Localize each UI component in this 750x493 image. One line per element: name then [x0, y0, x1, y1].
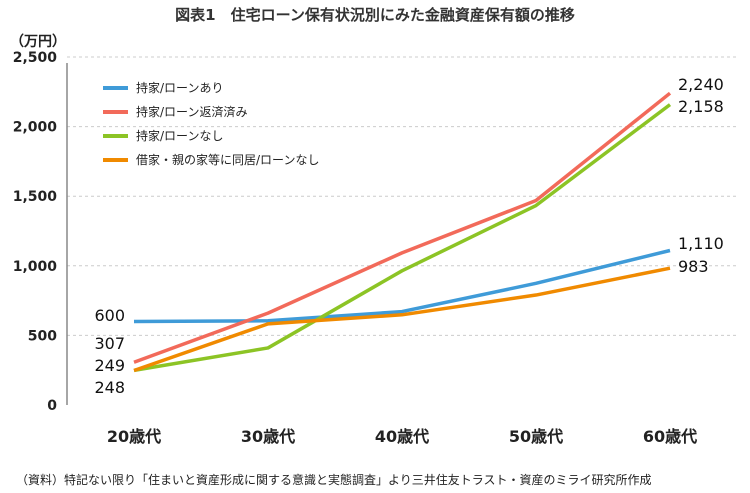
legend-label: 借家・親の家等に同居/ローンなし [136, 152, 319, 167]
data-label: 2,158 [678, 97, 724, 116]
data-label: 983 [678, 257, 709, 276]
x-tick-label: 40歳代 [375, 427, 429, 446]
y-tick-label: 1,500 [13, 189, 58, 205]
y-tick-label: 1,000 [13, 259, 58, 275]
y-axis-label: （万円） [10, 34, 66, 50]
data-label: 248 [94, 378, 125, 397]
legend-label: 持家/ローン返済済み [136, 104, 247, 119]
x-tick-label: 60歳代 [643, 427, 697, 446]
legend-label: 持家/ローンあり [136, 80, 223, 95]
legend-label: 持家/ローンなし [136, 128, 223, 143]
x-tick-label: 50歳代 [509, 427, 563, 446]
chart-title: 図表1 住宅ローン保有状況別にみた金融資産保有額の推移 [175, 6, 575, 24]
series-line [133, 103, 672, 373]
y-tick-label: 0 [47, 398, 57, 414]
source-note: （資料）特記ない限り「住まいと資産形成に関する意識と実態調査」より三井住友トラス… [16, 472, 652, 487]
x-tick-label: 30歳代 [241, 427, 295, 446]
y-tick-label: 2,000 [13, 120, 58, 136]
series-line [133, 248, 671, 324]
data-label: 307 [94, 334, 125, 353]
x-tick-label: 20歳代 [107, 427, 161, 446]
series-line [133, 266, 671, 373]
data-label: 2,240 [678, 75, 724, 94]
data-label: 600 [94, 306, 125, 325]
y-tick-label: 2,500 [13, 50, 58, 66]
data-label: 1,110 [678, 234, 724, 253]
data-label: 249 [94, 356, 125, 375]
series-line [133, 91, 672, 364]
y-tick-label: 500 [28, 328, 57, 344]
